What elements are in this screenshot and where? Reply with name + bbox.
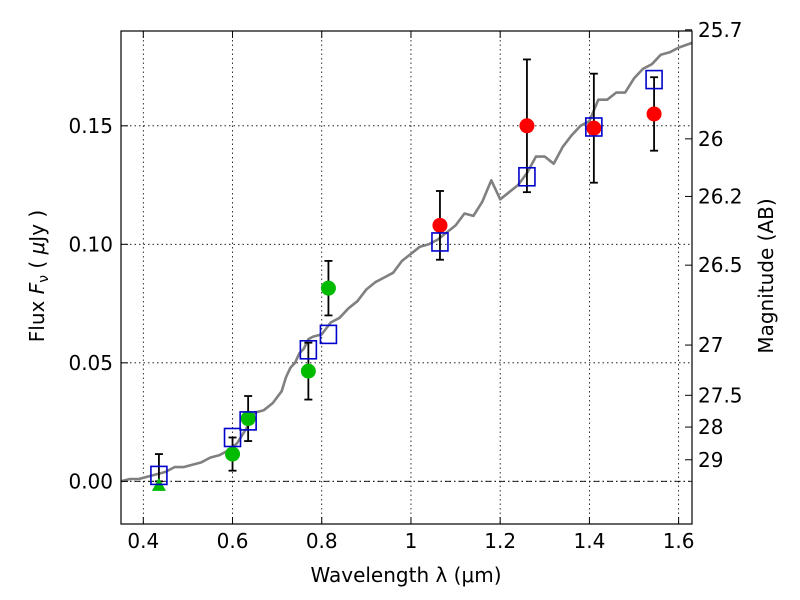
y-tick-label: 0.15 [68, 114, 113, 138]
red-point [432, 217, 448, 233]
red-point [519, 118, 535, 134]
y2-tick-label: 28 [698, 415, 723, 439]
y-tick-label: 0.10 [68, 232, 113, 256]
x-tick-label: 1.6 [663, 529, 695, 553]
y2-tick-label: 26.2 [698, 184, 743, 208]
model-band-square [239, 411, 257, 431]
grid-lines [121, 31, 692, 524]
x-tick-label: 1 [405, 529, 418, 553]
model-band-square [150, 465, 168, 486]
y-axis-label-text: Flux [25, 294, 49, 342]
x-tick-label: 0.8 [306, 529, 338, 553]
y2-tick-label: 29 [698, 448, 723, 472]
x-tick-label: 1.2 [484, 529, 516, 553]
data-points-layer [150, 58, 663, 491]
green-point [225, 446, 241, 462]
model-band-square [319, 324, 338, 345]
model-band-square [431, 232, 449, 252]
model-spectrum-line [120, 41, 693, 483]
y-tick-label: 0.00 [68, 469, 113, 493]
model-band-square [645, 69, 663, 90]
x-tick-label: 0.4 [127, 529, 159, 553]
red-point [646, 106, 662, 122]
red-point [586, 120, 602, 136]
model-band-square [223, 427, 242, 448]
plot-frame [120, 30, 693, 525]
y2-axis-label: Magnitude (AB) [754, 198, 778, 353]
green-point [300, 363, 316, 379]
green-point [240, 411, 256, 427]
axes: 0.4 0.6 0.8 1 1.2 1.4 1.6 0.00 0.05 0.10 0.15 25.7 2… [68, 18, 742, 553]
green-point [320, 280, 336, 296]
x-axis-label: Wavelength λ (μm) [310, 563, 501, 587]
y2-tick-label: 27 [698, 333, 723, 357]
x-tick-label: 0.6 [217, 529, 249, 553]
y2-tick-label: 26 [698, 127, 723, 151]
y2-tick-label: 25.7 [698, 18, 743, 42]
x-tick-label: 1.4 [573, 529, 605, 553]
y2-tick-label: 27.5 [698, 383, 743, 407]
y2-tick-label: 26.5 [698, 253, 743, 277]
y-tick-label: 0.05 [68, 351, 113, 375]
model-spectrum-layer [120, 41, 693, 483]
model-band-square [299, 339, 318, 360]
model-band-square [518, 166, 536, 187]
y-axis-label: Flux Fν ( μJy ) [25, 210, 52, 342]
model-band-square [585, 117, 603, 137]
